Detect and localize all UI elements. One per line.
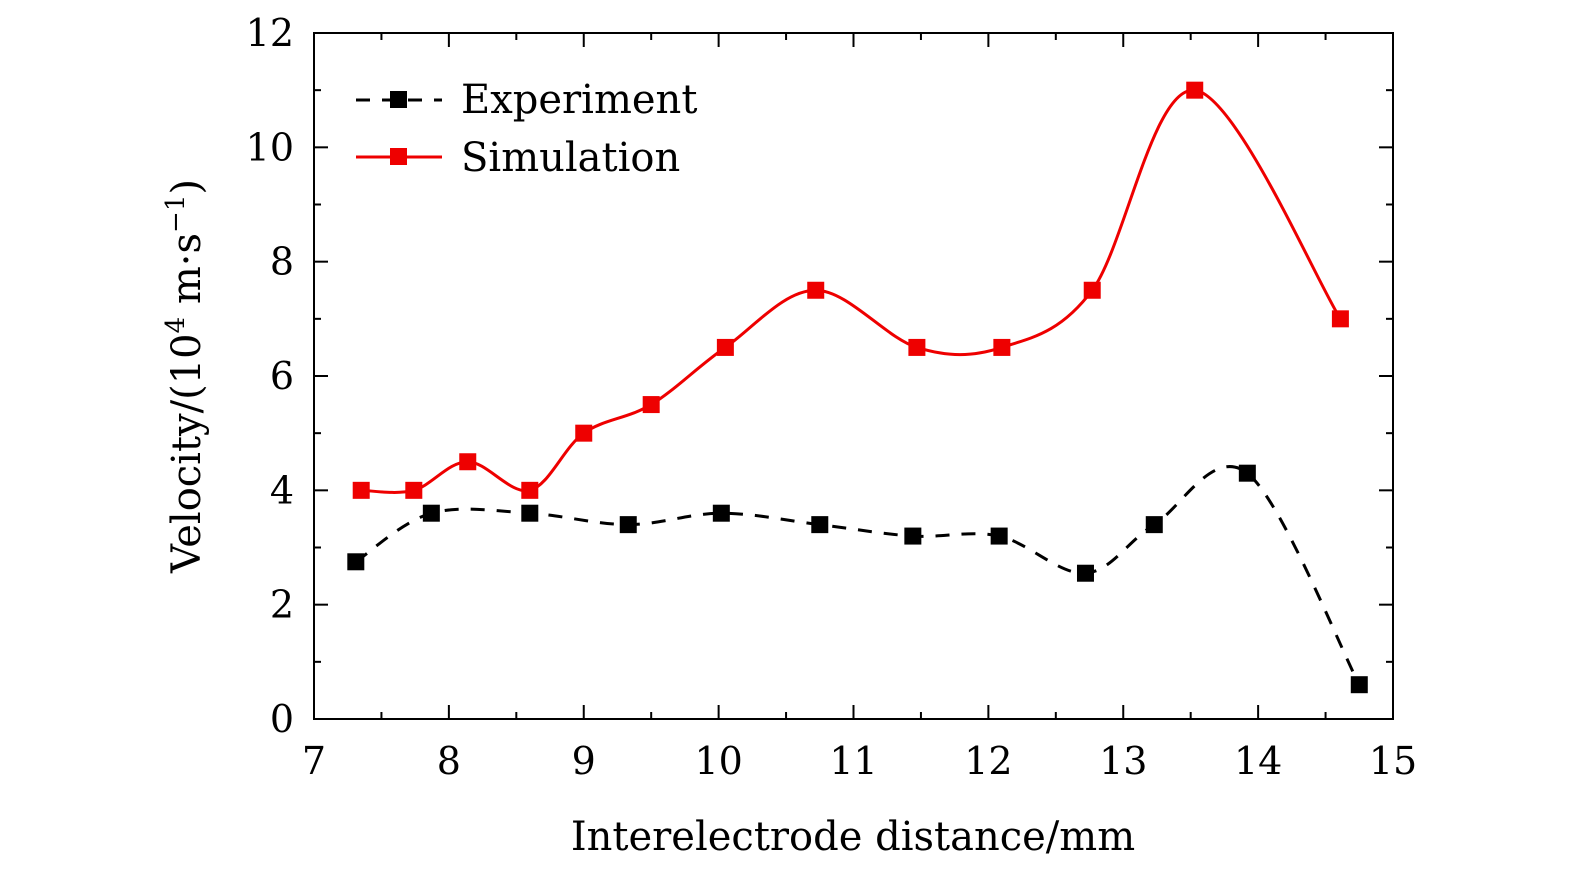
x-tick-label: 11 (829, 739, 877, 783)
data-point-simulation (716, 338, 734, 356)
x-tick-label: 15 (1369, 739, 1417, 783)
data-point-experiment (1145, 516, 1163, 534)
data-point-experiment (422, 504, 440, 522)
y-axis-title-exponent-2: −1 (161, 195, 191, 233)
legend-label-simulation: Simulation (461, 135, 680, 181)
data-point-simulation (575, 424, 593, 442)
y-tick-label: 2 (270, 583, 294, 627)
series-line-experiment (354, 465, 1361, 686)
x-tick-label: 9 (572, 739, 596, 783)
data-markers (347, 81, 1368, 694)
x-tick-label: 10 (694, 739, 742, 783)
x-tick-label: 7 (302, 739, 326, 783)
y-axis-title-prefix: Velocity/(10 (164, 333, 210, 574)
data-point-simulation (1331, 310, 1349, 328)
data-point-experiment (1076, 564, 1094, 582)
data-point-simulation (642, 396, 660, 414)
legend-item-experiment: Experiment (356, 77, 697, 123)
y-axis-title-exponent: 4 (161, 317, 191, 334)
legend-label-experiment: Experiment (461, 77, 697, 123)
x-tick-label: 14 (1234, 739, 1282, 783)
data-point-experiment (811, 516, 829, 534)
y-tick-label: 12 (246, 11, 294, 55)
data-point-experiment (521, 504, 539, 522)
data-point-experiment (619, 516, 637, 534)
data-point-simulation (908, 338, 926, 356)
data-point-simulation (352, 481, 370, 499)
y-tick-label: 0 (270, 697, 294, 741)
y-tick-label: 4 (270, 468, 294, 512)
data-point-simulation (807, 281, 825, 299)
y-tick-label: 8 (270, 240, 294, 284)
data-point-simulation (1186, 81, 1204, 99)
legend-marker-simulation (390, 148, 407, 165)
legend-marker-experiment (390, 91, 407, 108)
data-point-experiment (1350, 676, 1368, 694)
x-tick-label: 12 (964, 739, 1012, 783)
x-axis-title: Interelectrode distance/mm (571, 814, 1135, 860)
data-point-experiment (904, 527, 922, 545)
y-axis-title-suffix: ) (164, 179, 210, 195)
axis-ticks (313, 32, 1394, 720)
legend-item-simulation: Simulation (356, 135, 680, 181)
y-tick-label: 10 (246, 125, 294, 169)
data-point-simulation (993, 338, 1011, 356)
y-tick-label: 6 (270, 354, 294, 398)
tick-labels: 7 8 9 10 11 12 13 14 15 0 2 4 6 8 10 12 (246, 11, 1418, 783)
data-point-experiment (347, 553, 365, 571)
data-point-simulation (1083, 281, 1101, 299)
data-point-simulation (459, 453, 477, 471)
y-axis-title: Velocity/(104 m·s−1) (161, 179, 210, 574)
data-point-experiment (990, 527, 1008, 545)
data-point-experiment (712, 504, 730, 522)
x-tick-label: 13 (1099, 739, 1147, 783)
y-axis-title-unit: m·s (164, 233, 210, 317)
data-point-experiment (1238, 464, 1256, 482)
legend: Experiment Simulation (356, 77, 697, 181)
data-point-simulation (521, 481, 539, 499)
data-point-simulation (405, 481, 423, 499)
x-tick-label: 8 (437, 739, 461, 783)
